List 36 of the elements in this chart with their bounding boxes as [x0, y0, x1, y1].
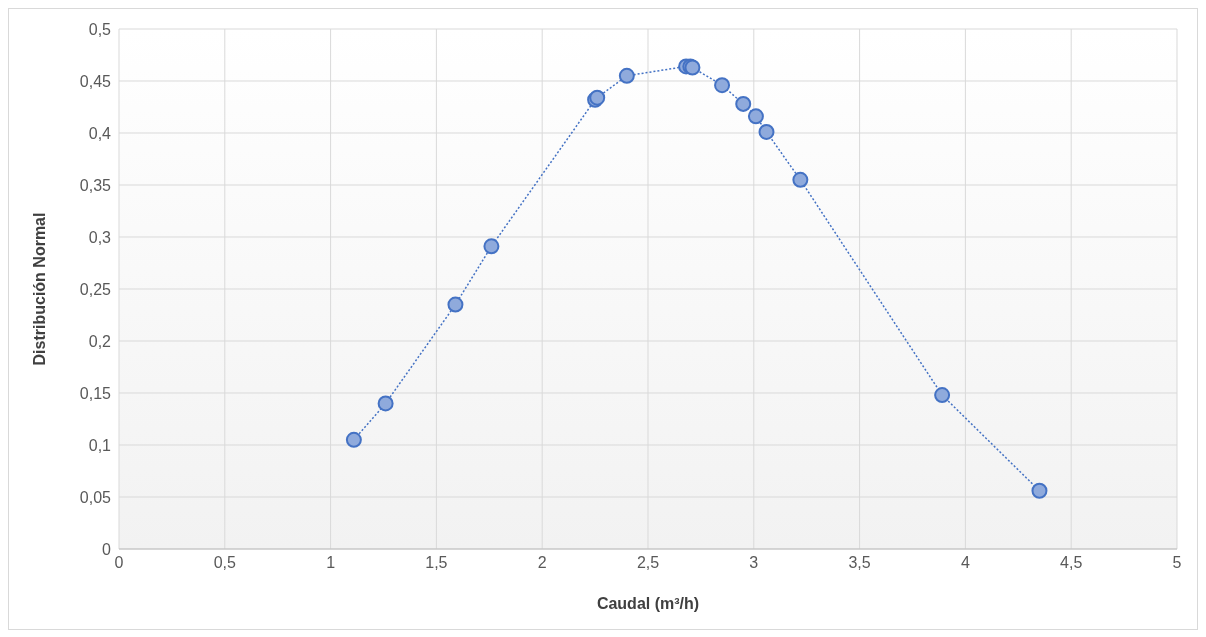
point — [735, 95, 752, 112]
point — [377, 395, 394, 412]
point — [934, 387, 951, 404]
point — [714, 77, 731, 94]
y-tick-label: 0,35 — [79, 176, 112, 194]
point — [758, 123, 775, 140]
y-tick-label: 0,45 — [79, 72, 112, 90]
point — [1031, 482, 1048, 499]
x-tick-label: 4,5 — [1060, 554, 1083, 572]
point — [483, 238, 500, 255]
x-tick-label: 2 — [537, 554, 547, 572]
x-tick-label: 5 — [1172, 554, 1182, 572]
y-tick-label: 0,5 — [88, 20, 112, 38]
y-tick-label: 0,15 — [79, 384, 112, 402]
y-tick-label: 0,4 — [88, 124, 112, 142]
x-tick-label: 1 — [326, 554, 336, 572]
point — [792, 171, 809, 188]
point — [345, 431, 362, 448]
y-tick-label: 0,25 — [79, 280, 112, 298]
y-axis-title: Distribución Normal — [30, 212, 48, 366]
x-tick-label: 3 — [749, 554, 759, 572]
x-tick-label: 4 — [960, 554, 970, 572]
x-tick-label: 3,5 — [848, 554, 871, 572]
x-tick-label: 0 — [114, 554, 124, 572]
point — [447, 296, 464, 313]
y-tick-label: 0,2 — [88, 332, 112, 350]
x-axis-title: Caudal (m³/h) — [596, 595, 700, 612]
point — [747, 108, 764, 125]
y-tick-label: 0,05 — [79, 488, 112, 506]
y-tick-label: 0,1 — [88, 436, 112, 454]
y-tick-label: 0 — [102, 540, 112, 558]
x-tick-label: 1,5 — [425, 554, 448, 572]
x-tick-label: 2,5 — [636, 554, 660, 572]
point — [618, 67, 635, 84]
x-tick-label: 0,5 — [213, 554, 237, 572]
y-tick-label: 0,3 — [88, 228, 112, 246]
